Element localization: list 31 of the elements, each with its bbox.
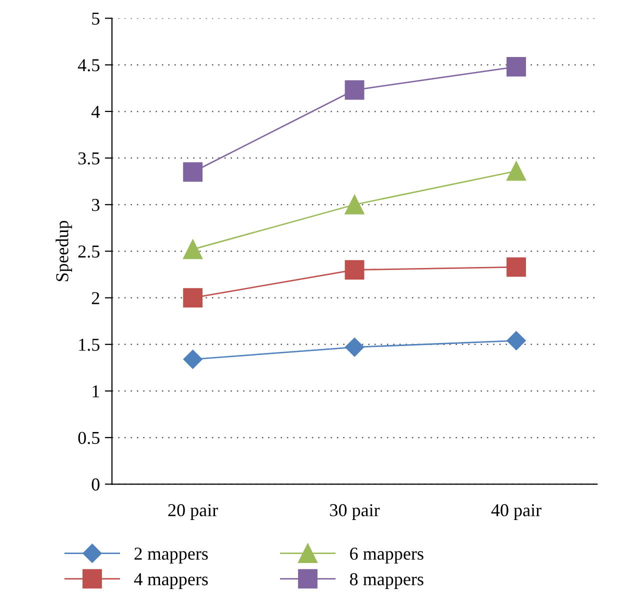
x-tick-label: 30 pair bbox=[330, 504, 380, 520]
legend-label: 4 mappers bbox=[134, 573, 208, 589]
point bbox=[344, 260, 364, 280]
point bbox=[183, 350, 202, 369]
y-tick-label: 0.5 bbox=[78, 432, 100, 444]
y-tick-label: 2 bbox=[92, 292, 100, 304]
y-tick-label: 5 bbox=[92, 12, 100, 25]
point bbox=[506, 331, 526, 350]
point bbox=[183, 288, 203, 308]
point bbox=[183, 240, 203, 260]
legend-label: 6 mappers bbox=[350, 548, 424, 564]
point bbox=[344, 194, 364, 214]
y-tick-label: 2.5 bbox=[78, 246, 100, 258]
point bbox=[345, 338, 364, 357]
point bbox=[506, 161, 526, 181]
legend-label: 8 mappers bbox=[350, 573, 424, 589]
y-tick-label: 3 bbox=[92, 198, 100, 212]
point bbox=[344, 80, 364, 100]
legend-label: 2 mappers bbox=[134, 548, 208, 564]
y-tick-label: 1 bbox=[92, 385, 100, 398]
x-tick-label: 40 pair bbox=[491, 504, 542, 520]
point bbox=[506, 257, 526, 277]
y-tick-label: 3.5 bbox=[78, 152, 100, 165]
y-axis-title: Speedup bbox=[56, 220, 72, 282]
y-tick-label: 4.5 bbox=[78, 59, 100, 72]
y-tick-label: 0 bbox=[92, 478, 100, 491]
x-tick-label: 20 pair bbox=[168, 504, 218, 520]
y-tick-label: 1.5 bbox=[79, 338, 100, 351]
point bbox=[506, 57, 526, 76]
point bbox=[183, 162, 203, 182]
y-tick-label: 4 bbox=[91, 106, 100, 118]
